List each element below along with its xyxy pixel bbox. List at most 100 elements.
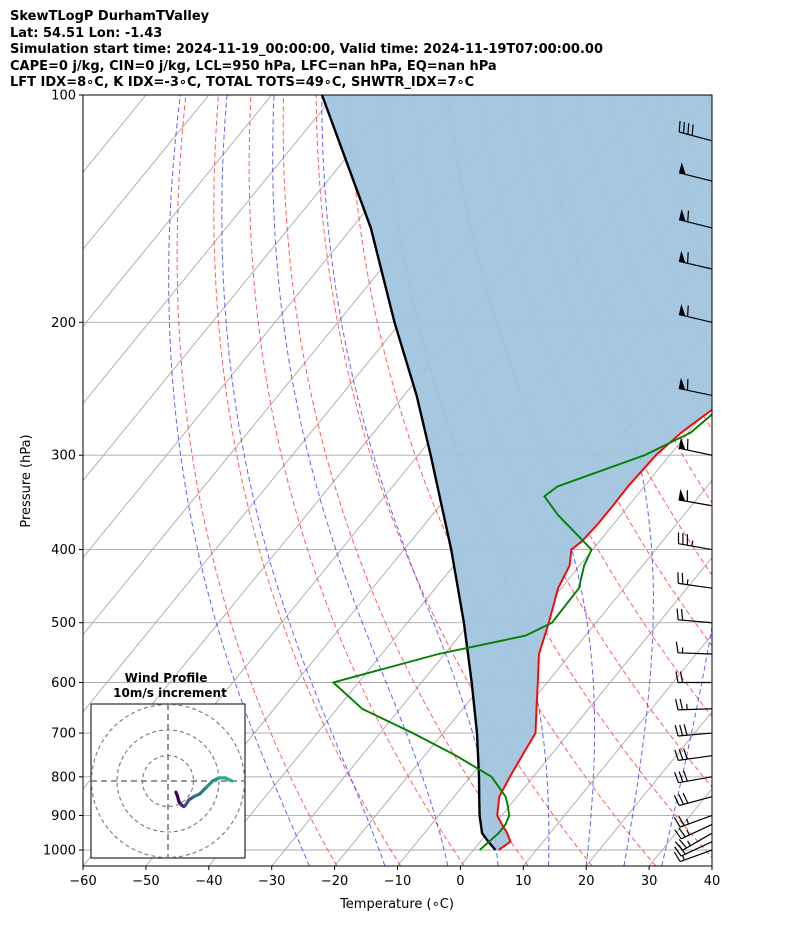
dry-adiabat-line [740, 95, 794, 866]
wind-barb [678, 377, 713, 397]
y-tick-label: 800 [51, 770, 76, 785]
wind-barb-feather [675, 641, 679, 653]
wind-barb-feather [678, 771, 684, 783]
wind-barb-shaft [678, 755, 713, 761]
wind-barb-half-feather [686, 579, 689, 585]
wind-barb-flag [678, 437, 686, 450]
x-tick-label: −10 [384, 874, 411, 889]
wind-barb-feather [682, 121, 685, 134]
isotherm-line [334, 402, 712, 866]
wind-barb-feather [687, 305, 689, 317]
y-axis-label: Pressure (hPa) [19, 434, 34, 527]
isotherm-line [83, 95, 210, 250]
x-axis-ticks: −60 −50 −40 −30 −20 −10 0 10 20 30 40 [69, 866, 720, 889]
cape-cin-shading [322, 95, 712, 850]
isotherm-line [775, 95, 794, 866]
dry-adiabat-line [248, 95, 465, 866]
wind-barb-shaft [678, 314, 713, 323]
x-tick-label: 30 [641, 874, 658, 889]
y-tick-label: 400 [51, 543, 76, 558]
wind-barb-half-feather [687, 840, 691, 846]
wind-barb-feather [675, 698, 679, 711]
dewpoint-line [331, 412, 712, 851]
wind-barb [675, 671, 713, 684]
y-tick-label: 500 [51, 616, 76, 631]
inset-subtitle: 10m/s increment [113, 686, 227, 700]
wind-barb-shaft [677, 708, 713, 711]
wind-barb-shaft [680, 841, 713, 857]
wind-barb-shaft [678, 499, 713, 507]
wind-barb-feather [683, 748, 688, 760]
wind-barb-feather [679, 724, 684, 736]
isotherm-line [711, 865, 712, 866]
wind-barb-feather [673, 795, 680, 806]
wind-barb [676, 608, 713, 624]
wind-barb-feather [673, 851, 681, 862]
wind-barb [674, 748, 713, 761]
isotherm-line [83, 95, 398, 482]
wind-barb-flag [678, 377, 686, 390]
wind-barb [674, 770, 713, 784]
wind-barb-half-feather [691, 540, 694, 547]
dry-adiabat-line [772, 95, 794, 866]
isotherm-line [460, 556, 712, 866]
wind-barb-shaft [679, 849, 713, 863]
wind-barb-feather [679, 671, 684, 683]
wind-barb-shaft [682, 832, 713, 851]
moist-adiabat-line [321, 95, 499, 866]
hodograph-segment [223, 776, 234, 783]
wind-barb [678, 120, 713, 142]
isotherm-line [83, 95, 335, 405]
isotherm-line [83, 95, 461, 559]
wind-barb-shaft [679, 796, 713, 807]
wind-barb-feather [678, 793, 685, 805]
wind-barb-flag [679, 162, 686, 175]
y-tick-label: 900 [51, 809, 76, 824]
wind-barb-flag [678, 489, 686, 501]
wind-barb-feather [676, 608, 679, 620]
dry-adiabat-line [706, 95, 712, 111]
temperature-line [496, 408, 712, 851]
dry-adiabat-line [315, 95, 593, 866]
wind-barb [673, 814, 713, 828]
wind-barb-half-feather [686, 818, 690, 825]
y-tick-label: 200 [51, 316, 76, 331]
wind-barb [673, 792, 713, 807]
y-tick-label: 700 [51, 727, 76, 742]
wind-barb-half-feather [686, 829, 690, 836]
x-tick-label: −50 [132, 874, 159, 889]
wind-barb [678, 209, 713, 229]
wind-barb [678, 303, 713, 323]
isotherm-line [522, 633, 712, 866]
wind-barb [675, 698, 713, 711]
y-tick-label: 300 [51, 449, 76, 464]
wind-barb-feather [681, 572, 684, 585]
y-tick-label: 100 [51, 89, 76, 104]
wind-barb-feather [679, 698, 684, 710]
wind-barb-shaft [679, 131, 713, 142]
wind-barb-feather [674, 841, 684, 851]
wind-barb-feather [674, 725, 679, 737]
wind-barb [675, 641, 713, 655]
wind-barb-shaft [677, 652, 713, 655]
wind-barb-feather [674, 772, 680, 783]
profile-lines [320, 95, 712, 851]
indices-line: LFT IDX=8∘C, K IDX=-3∘C, TOTAL TOTS=49∘C… [10, 75, 475, 90]
moist-adiabat-line [272, 95, 449, 866]
wind-barb-feather [678, 749, 684, 760]
chart-header: SkewTLogP DurhamTValley Lat: 54.51 Lon: … [10, 9, 603, 92]
wind-barb [673, 849, 713, 863]
wind-barb [674, 823, 713, 840]
x-tick-label: 40 [704, 874, 721, 889]
wind-barb-feather [687, 123, 690, 135]
stability-line: CAPE=0 j/kg, CIN=0 j/kg, LCL=950 hPa, LF… [10, 58, 497, 74]
moist-adiabat-line [221, 95, 386, 866]
wind-barb-feather [674, 846, 682, 857]
wind-barb-feather [675, 671, 679, 683]
y-axis-ticks: 100 200 300 400 500 600 700 800 900 1000 [43, 89, 83, 859]
x-tick-label: −30 [258, 874, 285, 889]
x-axis-label: Temperature (∘C) [339, 897, 454, 912]
wind-barb-feather [678, 839, 687, 849]
moist-adiabat-line [168, 95, 310, 866]
